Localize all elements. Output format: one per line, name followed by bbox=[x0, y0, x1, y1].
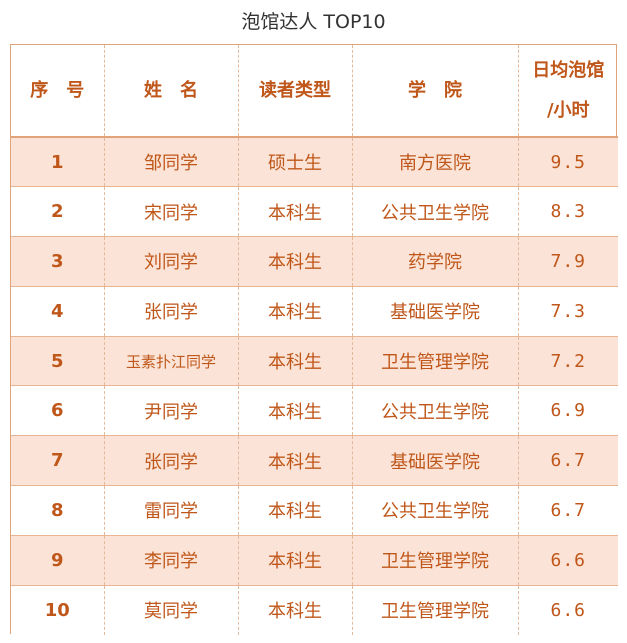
table-header-row: 序 号 姓 名 读者类型 学 院 日均泡馆 /小时 bbox=[11, 45, 618, 138]
cell-college: 公共卫生学院 bbox=[352, 186, 519, 238]
cell-hours: 7.2 bbox=[518, 336, 618, 387]
cell-hours: 6.7 bbox=[518, 435, 618, 487]
cell-hours: 7.3 bbox=[518, 286, 618, 337]
cell-reader-type: 本科生 bbox=[238, 385, 353, 437]
cell-rank: 7 bbox=[11, 435, 105, 487]
cell-name: 雷同学 bbox=[104, 485, 239, 536]
cell-rank: 10 bbox=[11, 585, 105, 635]
cell-hours: 9.5 bbox=[518, 137, 618, 188]
cell-hours: 6.6 bbox=[550, 599, 586, 621]
cell-hours: 6.9 bbox=[518, 385, 618, 437]
cell-rank: 2 bbox=[11, 186, 105, 238]
cell-college: 药学院 bbox=[352, 236, 519, 287]
cell-college: 卫生管理学院 bbox=[352, 535, 519, 586]
cell-rank: 8 bbox=[11, 485, 105, 536]
header-reader-type: 读者类型 bbox=[238, 45, 353, 138]
table-row: 1 邹同学 硕士生 南方医院 9.5 bbox=[11, 137, 618, 188]
cell-college: 公共卫生学院 bbox=[352, 385, 519, 437]
cell-reader-type: 本科生 bbox=[238, 585, 353, 635]
header-daily-hours-line1: 日均泡馆 bbox=[532, 59, 605, 81]
table-row: 4 张同学 本科生 基础医学院 7.3 bbox=[11, 286, 618, 337]
table-row: 10 莫同学 本科生 卫生管理学院 6.6 bbox=[11, 585, 618, 635]
cell-hours: 6.6 bbox=[518, 535, 618, 586]
page-title: 泡馆达人 TOP10 bbox=[241, 11, 386, 33]
cell-rank: 3 bbox=[11, 236, 105, 287]
cell-name: 邹同学 bbox=[104, 137, 239, 188]
cell-reader-type: 硕士生 bbox=[238, 137, 353, 188]
cell-name: 张同学 bbox=[104, 286, 239, 337]
cell-reader-type: 本科生 bbox=[238, 186, 353, 238]
cell-college: 南方医院 bbox=[352, 137, 519, 188]
cell-reader-type: 本科生 bbox=[238, 485, 353, 536]
cell-name: 张同学 bbox=[104, 435, 239, 487]
cell-name: 玉素扑江同学 bbox=[104, 336, 239, 387]
table-row: 6 尹同学 本科生 公共卫生学院 6.9 bbox=[11, 385, 618, 437]
cell-rank: 6 bbox=[11, 385, 105, 437]
cell-reader-type: 本科生 bbox=[238, 435, 353, 487]
cell-name: 莫同学 bbox=[104, 585, 239, 635]
cell-reader-type: 本科生 bbox=[238, 535, 353, 586]
cell-hours: 6.7 bbox=[518, 485, 618, 536]
cell-name: 尹同学 bbox=[104, 385, 239, 437]
table-row: 9 李同学 本科生 卫生管理学院 6.6 bbox=[11, 535, 618, 586]
header-college: 学 院 bbox=[352, 45, 519, 138]
cell-name: 刘同学 bbox=[104, 236, 239, 287]
cell-rank: 5 bbox=[11, 336, 105, 387]
cell-college: 基础医学院 bbox=[352, 286, 519, 337]
cell-rank: 9 bbox=[11, 535, 105, 586]
header-daily-hours: 日均泡馆 /小时 bbox=[518, 45, 618, 138]
cell-name: 李同学 bbox=[104, 535, 239, 586]
cell-reader-type: 本科生 bbox=[238, 236, 353, 287]
cell-name: 宋同学 bbox=[104, 186, 239, 238]
cell-college: 卫生管理学院 bbox=[352, 336, 519, 387]
table-row: 2 宋同学 本科生 公共卫生学院 8.3 bbox=[11, 186, 618, 238]
cell-reader-type: 本科生 bbox=[238, 286, 353, 337]
cell-college: 卫生管理学院 bbox=[352, 585, 519, 635]
table-row: 5 玉素扑江同学 本科生 卫生管理学院 7.2 bbox=[11, 336, 618, 387]
table-row: 7 张同学 本科生 基础医学院 6.7 bbox=[11, 435, 618, 487]
header-name: 姓 名 bbox=[104, 45, 239, 138]
cell-reader-type: 本科生 bbox=[238, 336, 353, 387]
cell-college: 基础医学院 bbox=[352, 435, 519, 487]
cell-rank: 1 bbox=[11, 137, 105, 188]
header-daily-hours-line2: /小时 bbox=[546, 99, 590, 121]
table-row: 8 雷同学 本科生 公共卫生学院 6.7 bbox=[11, 485, 618, 536]
cell-rank: 4 bbox=[11, 286, 105, 337]
header-rank: 序 号 bbox=[11, 45, 105, 138]
table-row: 3 刘同学 本科生 药学院 7.9 bbox=[11, 236, 618, 287]
cell-hours: 7.9 bbox=[518, 236, 618, 287]
cell-college: 公共卫生学院 bbox=[352, 485, 519, 536]
cell-hours: 8.3 bbox=[518, 186, 618, 238]
ranking-table-container: 序 号 姓 名 读者类型 学 院 日均泡馆 /小时 1 邹同学 硕士生 南方医院… bbox=[10, 44, 618, 635]
ranking-table: 序 号 姓 名 读者类型 学 院 日均泡馆 /小时 1 邹同学 硕士生 南方医院… bbox=[11, 45, 618, 635]
